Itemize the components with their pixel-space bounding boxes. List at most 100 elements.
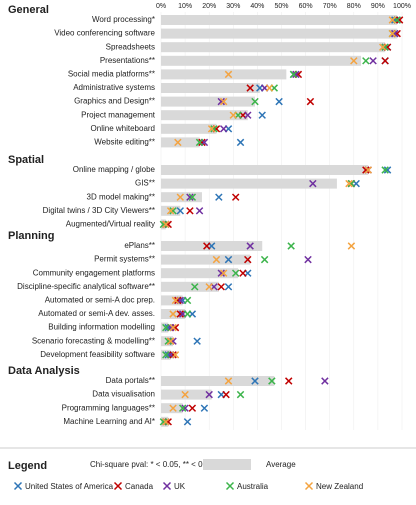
country-marker (207, 125, 216, 133)
legend-title: Legend (8, 460, 47, 472)
country-marker (13, 481, 23, 491)
marker-stroke (350, 57, 358, 65)
country-marker (169, 351, 177, 359)
country-marker (198, 138, 206, 147)
country-marker (289, 70, 298, 79)
marker-stroke (362, 57, 370, 65)
marker-stroke (304, 481, 314, 491)
country-marker (251, 97, 259, 106)
row-label: Automated or semi-A dev. asses. (38, 309, 155, 318)
marker-stroke (205, 390, 213, 399)
country-marker (205, 283, 213, 291)
row-label: ePlans** (124, 241, 155, 250)
marker-stroke (183, 418, 192, 426)
country-marker (162, 220, 170, 229)
average-bar (161, 295, 183, 306)
country-marker (224, 70, 233, 79)
country-marker (246, 242, 254, 250)
marker-stroke (347, 242, 356, 250)
marker-stroke (381, 166, 389, 174)
group-title: Planning (8, 230, 54, 242)
x-tick-label: 50% (274, 3, 288, 10)
marker-stroke (309, 179, 317, 188)
row-label: Community engagement platforms (33, 268, 155, 277)
marker-stroke (219, 269, 228, 277)
row-label: Programming languages** (62, 403, 155, 412)
row-label: Administrative systems (73, 83, 155, 92)
marker-stroke (381, 57, 389, 65)
marker-stroke (159, 418, 168, 426)
average-bar (161, 55, 362, 66)
marker-stroke (395, 16, 404, 24)
marker-stroke (236, 390, 245, 399)
country-marker (222, 390, 230, 399)
legend-label: UK (174, 482, 186, 491)
marker-stroke (166, 337, 175, 345)
country-marker (381, 166, 389, 174)
marker-stroke (169, 404, 177, 412)
marker-stroke (193, 337, 201, 345)
row-label: Scenario forecasting & modelling** (32, 336, 155, 345)
country-marker (181, 390, 189, 399)
country-marker (244, 255, 252, 264)
country-marker (265, 84, 274, 92)
x-tick-label: 90% (371, 3, 385, 10)
country-marker (178, 404, 187, 412)
country-marker (395, 16, 404, 24)
country-marker (231, 269, 240, 277)
country-marker (176, 207, 185, 215)
marker-stroke (162, 481, 172, 491)
country-marker (191, 283, 199, 291)
marker-stroke (265, 84, 274, 92)
marker-stroke (275, 97, 283, 106)
marker-stroke (176, 207, 185, 215)
country-marker (188, 404, 197, 412)
row-label: Digital twins / 3D City Viewers** (43, 206, 155, 215)
row-label: Social media platforms** (68, 70, 155, 79)
row-label: Online mapping / globe (73, 165, 156, 174)
legend-label: Canada (125, 482, 154, 491)
country-marker (200, 404, 209, 412)
row-label: Building information modelling (48, 323, 155, 332)
marker-stroke (391, 29, 399, 38)
country-marker (224, 283, 233, 291)
row-label: Word processing* (92, 15, 155, 24)
country-marker (362, 57, 370, 65)
marker-stroke (198, 138, 206, 147)
marker-stroke (188, 193, 197, 201)
country-marker (292, 70, 300, 79)
country-marker (236, 390, 245, 399)
x-tick-label: 40% (250, 3, 264, 10)
row-label: Video conferencing software (54, 29, 155, 38)
marker-stroke (244, 255, 252, 264)
marker-stroke (217, 97, 225, 106)
marker-stroke (200, 404, 209, 412)
country-marker (171, 296, 180, 305)
marker-stroke (287, 242, 295, 250)
country-marker (260, 255, 269, 264)
country-marker (309, 179, 317, 188)
average-bar (161, 123, 217, 134)
marker-stroke (169, 310, 177, 318)
marker-stroke (251, 97, 259, 106)
marker-stroke (162, 351, 170, 359)
country-marker (169, 323, 177, 332)
country-marker (321, 377, 329, 385)
marker-stroke (191, 283, 199, 291)
marker-stroke (219, 97, 228, 106)
marker-stroke (13, 481, 23, 491)
marker-stroke (186, 207, 194, 215)
country-marker (231, 193, 240, 201)
marker-stroke (215, 193, 223, 201)
row-label: Spreadsheets (106, 42, 155, 51)
marker-stroke (304, 255, 312, 264)
country-marker (169, 310, 177, 318)
marker-stroke (169, 207, 177, 215)
row-label: Augmented/Virtual reality (66, 220, 155, 229)
average-bar (161, 416, 169, 427)
marker-stroke (258, 111, 266, 119)
marker-stroke (306, 97, 315, 106)
marker-stroke (174, 138, 182, 147)
x-tick-label: 100% (393, 3, 411, 10)
country-marker (347, 179, 356, 188)
